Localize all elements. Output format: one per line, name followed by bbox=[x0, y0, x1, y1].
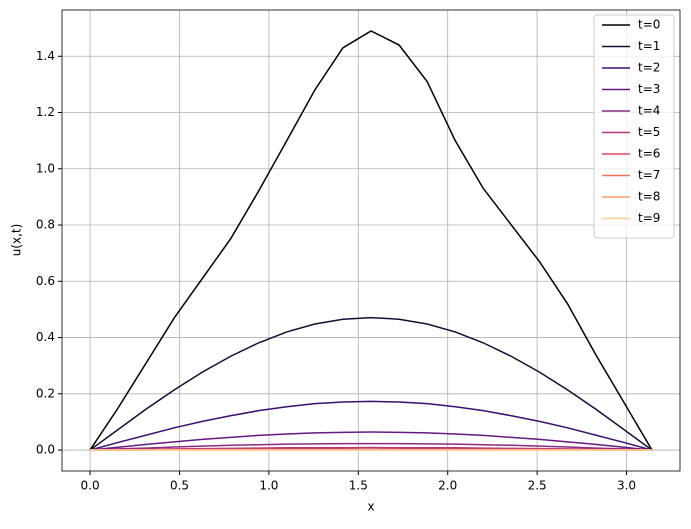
y-tick-label: 0.6 bbox=[36, 274, 55, 288]
legend-label: t=4 bbox=[638, 104, 660, 118]
y-axis-label: u(x,t) bbox=[10, 224, 24, 257]
x-tick-label: 0.5 bbox=[170, 479, 189, 493]
legend-label: t=9 bbox=[638, 211, 660, 225]
legend-label: t=1 bbox=[638, 39, 660, 53]
y-tick-label: 0.8 bbox=[36, 218, 55, 232]
series-line bbox=[90, 401, 652, 450]
x-axis-label: x bbox=[367, 500, 374, 514]
series-line bbox=[90, 31, 652, 450]
legend-label: t=6 bbox=[638, 147, 660, 161]
lines bbox=[90, 31, 652, 450]
x-tick-label: 1.0 bbox=[259, 479, 278, 493]
x-tick-label: 0.0 bbox=[81, 479, 100, 493]
legend-label: t=7 bbox=[638, 168, 660, 182]
legend-label: t=5 bbox=[638, 125, 660, 139]
legend-box bbox=[594, 15, 674, 238]
y-tick-label: 1.0 bbox=[36, 161, 55, 175]
legend-label: t=2 bbox=[638, 61, 660, 75]
x-tick-label: 1.5 bbox=[349, 479, 368, 493]
legend-label: t=8 bbox=[638, 190, 660, 204]
y-tick-label: 0.2 bbox=[36, 386, 55, 400]
y-tick-label: 0.0 bbox=[36, 443, 55, 457]
legend-label: t=3 bbox=[638, 82, 660, 96]
y-tick-label: 1.2 bbox=[36, 105, 55, 119]
y-tick-label: 1.4 bbox=[36, 49, 55, 63]
legend-label: t=0 bbox=[638, 18, 660, 32]
x-tick-label: 2.0 bbox=[438, 479, 457, 493]
x-tick-label: 2.5 bbox=[528, 479, 547, 493]
legend: t=0 t=1 t=2 t=3 t=4 t=5 t=6 t=7 t=8 t=9 bbox=[594, 15, 674, 238]
x-tick-label: 3.0 bbox=[617, 479, 636, 493]
y-tick-label: 0.4 bbox=[36, 330, 55, 344]
